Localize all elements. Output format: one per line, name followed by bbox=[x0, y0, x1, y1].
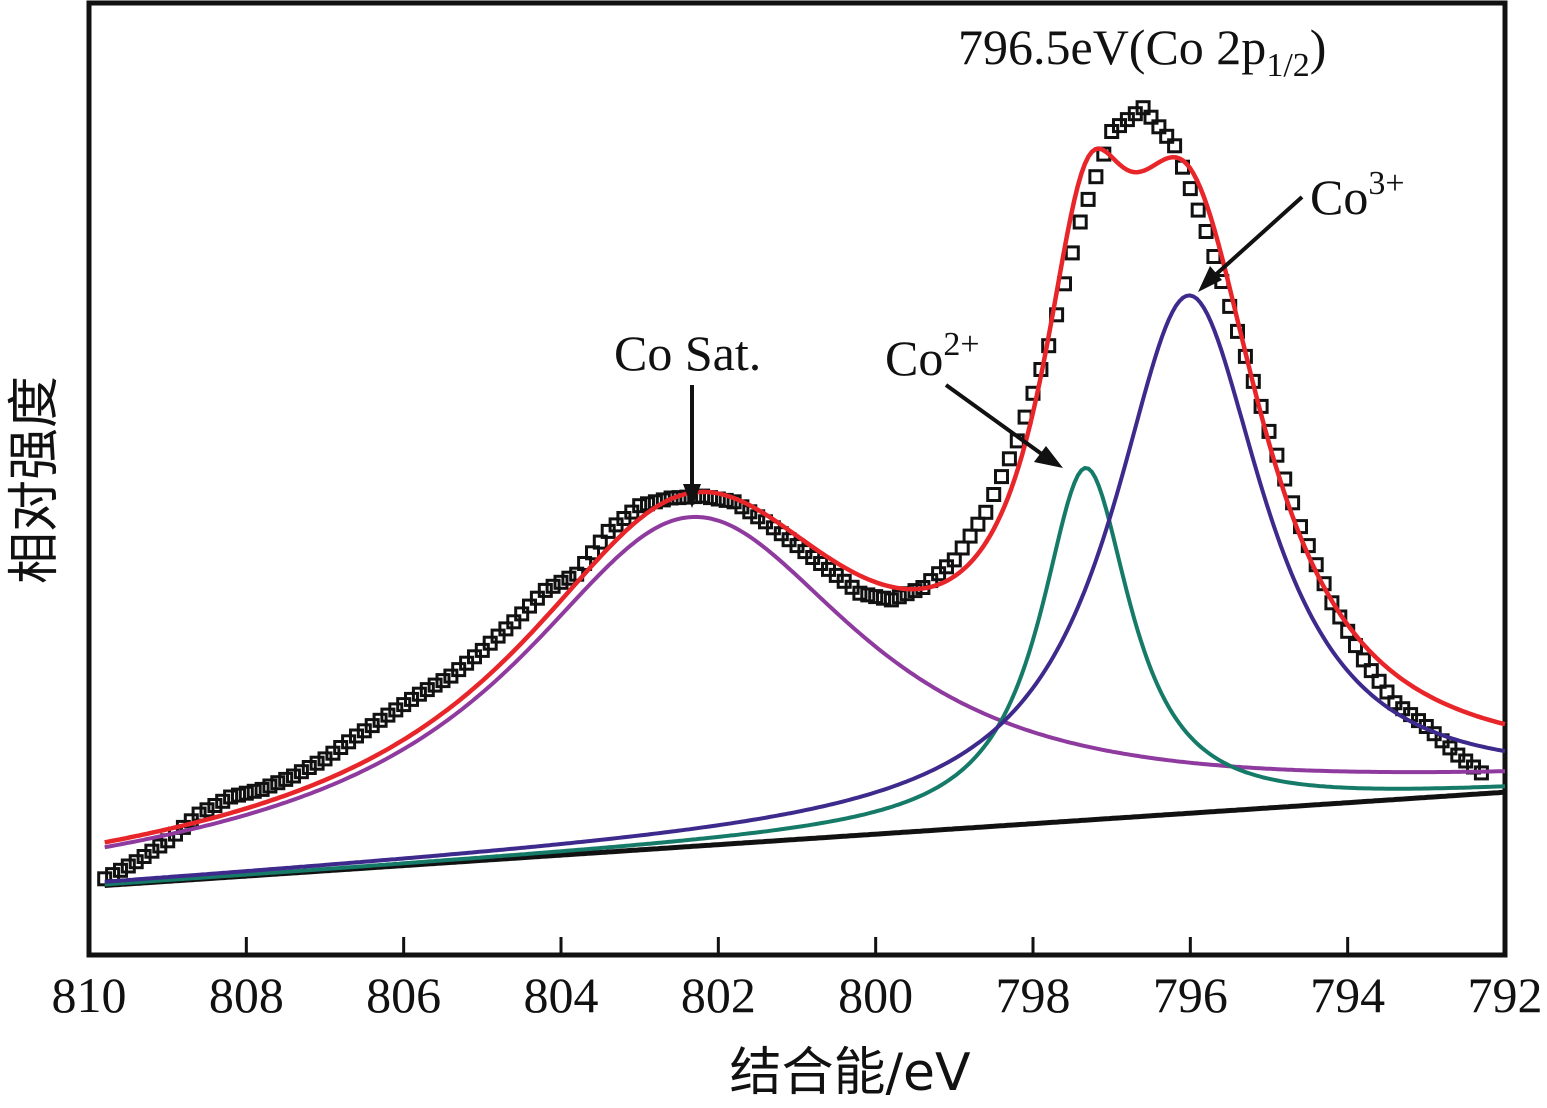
experimental-point bbox=[585, 545, 600, 561]
experimental-point bbox=[545, 578, 561, 594]
x-tick-label: 792 bbox=[1468, 967, 1543, 1023]
experimental-point bbox=[860, 587, 876, 603]
experimental-point bbox=[105, 867, 121, 883]
x-tick-label: 794 bbox=[1310, 967, 1385, 1023]
experimental-point bbox=[1379, 684, 1395, 700]
arrow-co-sat bbox=[683, 385, 701, 508]
annotation-co2: Co2+ bbox=[885, 326, 980, 386]
experimental-point bbox=[309, 755, 325, 771]
component-curve-co2- bbox=[104, 465, 1506, 887]
x-tick-label: 806 bbox=[366, 967, 441, 1023]
experimental-point bbox=[986, 487, 1002, 502]
experimental-point bbox=[978, 504, 994, 520]
experimental-point bbox=[301, 760, 317, 775]
component-curve-co3- bbox=[104, 293, 1506, 884]
experimental-point bbox=[561, 570, 577, 586]
experimental-point bbox=[876, 590, 891, 606]
experimental-point bbox=[199, 802, 215, 818]
component-curve-co-sat- bbox=[104, 514, 1506, 850]
experimental-point bbox=[1072, 214, 1088, 230]
experimental-point bbox=[270, 775, 286, 791]
experimental-point bbox=[1190, 202, 1206, 218]
experimental-point bbox=[1088, 169, 1104, 185]
experimental-point bbox=[1198, 224, 1214, 239]
experimental-point bbox=[592, 534, 608, 550]
experimental-point bbox=[1064, 245, 1080, 261]
experimental-point bbox=[1355, 652, 1371, 668]
experimental-point bbox=[1001, 451, 1017, 467]
experimental-point bbox=[1143, 109, 1159, 125]
x-tick-label: 810 bbox=[52, 967, 127, 1023]
experimental-point bbox=[632, 498, 648, 514]
arrow-co3 bbox=[1198, 195, 1304, 292]
annotation-co3: Co3+ bbox=[1310, 165, 1405, 225]
x-tick-label: 802 bbox=[681, 967, 756, 1023]
experimental-point bbox=[120, 858, 136, 874]
experimental-point bbox=[1080, 191, 1096, 207]
experimental-point bbox=[970, 516, 986, 532]
experimental-point bbox=[1167, 138, 1183, 154]
experimental-point bbox=[852, 585, 868, 601]
x-tick-label: 808 bbox=[209, 967, 284, 1023]
experimental-point bbox=[962, 528, 978, 544]
annotation-co-sat: Co Sat. bbox=[614, 325, 761, 381]
plot-area bbox=[104, 146, 1506, 888]
experimental-point bbox=[1182, 181, 1198, 197]
experimental-point bbox=[883, 592, 899, 608]
plot-frame bbox=[86, 0, 1508, 958]
experimental-point bbox=[278, 771, 294, 787]
experimental-point bbox=[577, 556, 593, 571]
experimental-point bbox=[246, 783, 262, 799]
experimental-point bbox=[238, 785, 254, 801]
annotation-main-peak: 796.5eV(Co 2p1/2) bbox=[958, 19, 1326, 84]
experimental-point bbox=[207, 798, 223, 813]
experimental-point bbox=[1348, 638, 1363, 654]
experimental-point bbox=[223, 789, 239, 805]
x-tick-label: 800 bbox=[838, 967, 913, 1023]
experimental-point bbox=[868, 589, 884, 605]
experimental-point bbox=[506, 614, 522, 630]
experimental-point bbox=[231, 787, 246, 803]
experimental-point bbox=[994, 469, 1009, 485]
envelope-curve bbox=[104, 146, 1506, 845]
experimental-point bbox=[1206, 249, 1222, 264]
experimental-point bbox=[1363, 663, 1379, 679]
experimental-point bbox=[954, 540, 970, 556]
x-tick-label: 798 bbox=[996, 967, 1071, 1023]
x-tick-label: 796 bbox=[1153, 967, 1228, 1023]
x-axis-title: 结合能/eV bbox=[729, 1043, 971, 1103]
experimental-point bbox=[537, 582, 553, 598]
arrow-co2 bbox=[944, 383, 1063, 468]
experimental-point bbox=[529, 590, 545, 606]
x-ticks: 810 808 806 804 802 800 798 796 794 792 bbox=[52, 937, 1543, 1023]
experimental-point bbox=[1151, 119, 1167, 135]
x-tick-label: 804 bbox=[524, 967, 599, 1023]
y-axis-title: 相对强度 bbox=[5, 376, 65, 584]
experimental-point bbox=[1371, 673, 1387, 689]
experimental-point bbox=[1159, 128, 1175, 144]
experimental-point bbox=[215, 793, 231, 809]
experimental-point bbox=[262, 778, 278, 794]
experimental-point bbox=[514, 606, 530, 622]
experimental-point bbox=[286, 768, 301, 784]
experimental-point bbox=[553, 574, 569, 590]
experimental-point bbox=[1135, 100, 1151, 116]
experimental-point bbox=[522, 598, 537, 614]
experimental-point bbox=[640, 496, 655, 512]
experimental-point bbox=[946, 552, 962, 568]
experimental-point bbox=[891, 589, 907, 605]
experimental-point bbox=[113, 862, 128, 878]
experimental-point bbox=[254, 781, 270, 797]
experimental-point bbox=[293, 764, 309, 780]
